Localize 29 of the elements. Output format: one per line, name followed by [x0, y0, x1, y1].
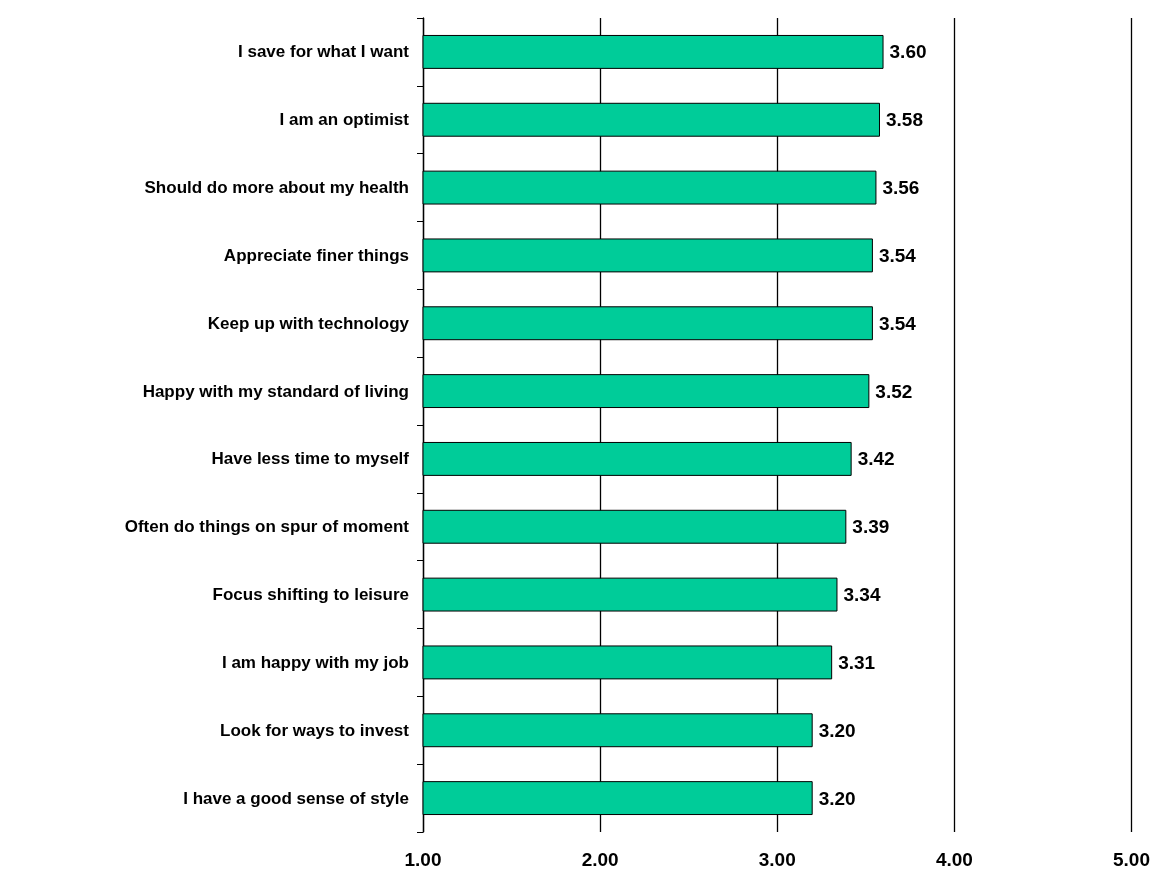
data-label: 3.31 [838, 651, 876, 673]
data-label: 3.60 [889, 41, 927, 63]
data-label: 3.58 [885, 109, 923, 131]
y-tick-label: Appreciate finer things [223, 245, 409, 265]
data-label: 3.34 [843, 584, 881, 606]
data-label: 3.54 [878, 244, 917, 266]
x-tick-label: 2.00 [581, 849, 619, 870]
data-label: 3.42 [857, 448, 895, 470]
y-tick-label: I am happy with my job [221, 652, 409, 672]
y-tick-label: Have less time to myself [211, 449, 410, 469]
y-tick-label: Often do things on spur of moment [124, 517, 410, 537]
data-label: 3.56 [882, 177, 920, 199]
data-label: 3.20 [818, 787, 856, 809]
data-label: 3.20 [818, 719, 856, 741]
y-tick-label: Look for ways to invest [220, 720, 410, 740]
x-tick-label: 5.00 [1113, 849, 1150, 870]
data-label: 3.52 [875, 380, 913, 402]
data-label: 3.54 [878, 312, 917, 334]
y-tick-label: I am an optimist [279, 110, 410, 130]
x-tick-label: 3.00 [758, 849, 796, 870]
y-tick-label: I save for what I want [238, 42, 410, 62]
y-tick-label: Should do more about my health [144, 178, 409, 198]
y-tick-label: Focus shifting to leisure [212, 585, 409, 605]
x-tick-label: 4.00 [935, 849, 973, 870]
y-tick-label: Happy with my standard of living [142, 381, 409, 401]
x-tick-label: 1.00 [404, 849, 442, 870]
y-tick-label: Keep up with technology [207, 313, 410, 333]
data-label: 3.39 [852, 516, 890, 538]
y-tick-label: I have a good sense of style [183, 788, 409, 808]
